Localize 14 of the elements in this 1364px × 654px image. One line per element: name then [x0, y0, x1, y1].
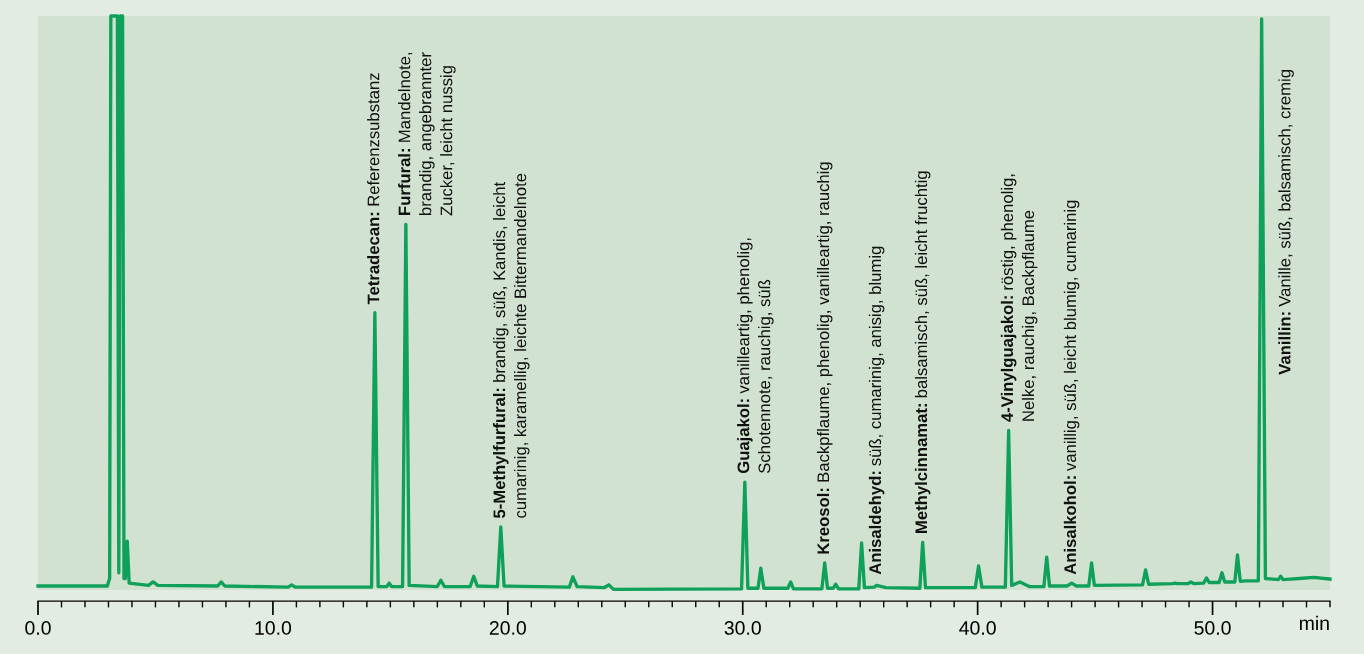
x-axis-title: min — [1299, 615, 1329, 630]
annotation: Kreosol: Backpflaume, phenolig, vanilleartig, rauchig — [816, 162, 833, 554]
annotation: Anisalkohol: vanillig, süß, leicht blumig, cumarinig — [1063, 200, 1080, 575]
annotation: Anisaldehyd: süß, cumarinig, anisig, blumig — [868, 246, 885, 575]
x-tick-label: 0.0 — [25, 621, 51, 635]
annotation: 5-Methylfurfural: brandig, süß, Kandis, leicht cumarinig, karamellig, leichte Bittermandelnote — [493, 173, 530, 519]
x-tick-label: 10.0 — [255, 621, 292, 635]
x-tick-label: 30.0 — [724, 621, 761, 635]
x-tick-label: 40.0 — [959, 621, 996, 635]
x-tick-label: 20.0 — [489, 621, 526, 635]
x-tick-label: 50.0 — [1194, 621, 1231, 635]
annotation: Vanillin: Vanille, süß, balsamisch, cremig — [1278, 70, 1294, 375]
annotation: Methylcinnamat: balsamisch, süß, leicht fruchtig — [914, 171, 931, 533]
annotation: Tetradecan: Referenzsubstanz — [367, 73, 380, 305]
